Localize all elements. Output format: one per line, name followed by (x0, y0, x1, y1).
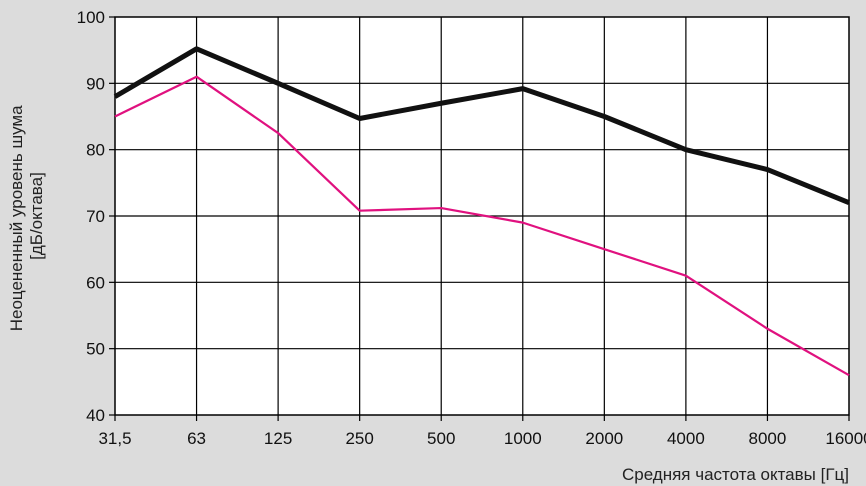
x-tick-label: 2000 (585, 429, 623, 448)
y-tick-label: 50 (86, 340, 105, 359)
y-tick-label: 70 (86, 207, 105, 226)
series-line-magenta (114, 75, 850, 377)
x-tick-label: 63 (187, 429, 206, 448)
x-tick-label: 8000 (749, 429, 787, 448)
y-tick-label: 40 (86, 406, 105, 425)
x-tick-label: 4000 (667, 429, 705, 448)
x-tick-label: 16000 (825, 429, 866, 448)
x-tick-label: 500 (427, 429, 455, 448)
x-axis-title: Средняя частота октавы [Гц] (622, 465, 849, 484)
y-axis-title: Неоцененный уровень шума [дБ/октава] (7, 101, 46, 332)
x-tick-label: 125 (264, 429, 292, 448)
x-tick-label: 250 (345, 429, 373, 448)
y-axis-title-line-1: Неоцененный уровень шума (7, 105, 26, 331)
x-tick-labels: 31,5 63 125 250 500 1000 2000 4000 8000 16000 (98, 429, 866, 448)
y-tick-labels: 40 50 60 70 80 90 100 (77, 8, 105, 425)
y-tick-label: 90 (86, 74, 105, 93)
series-lines (113, 46, 850, 377)
series-line-black (113, 46, 850, 206)
y-axis-title-line-2: [дБ/октава] (27, 172, 46, 260)
y-tick-label: 100 (77, 8, 105, 27)
y-tick-label: 60 (86, 273, 105, 292)
y-tick-label: 80 (86, 141, 105, 160)
x-tick-label: 31,5 (98, 429, 131, 448)
grid (109, 16, 850, 421)
x-tick-label: 1000 (504, 429, 542, 448)
